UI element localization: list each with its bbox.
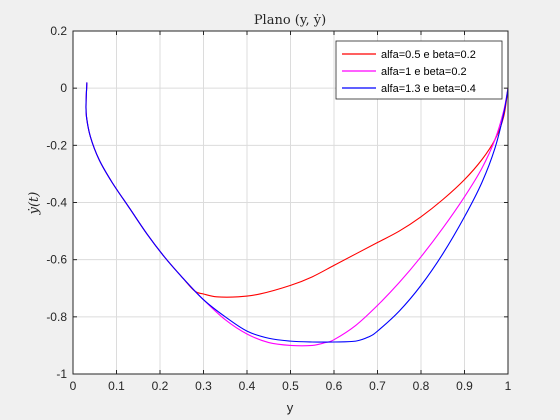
- legend: alfa=0.5 e beta=0.2 alfa=1 e beta=0.2 alfa…: [335, 40, 503, 100]
- y-tick-label: 0.2: [50, 24, 67, 38]
- chart-title: Plano (y, ẏ): [254, 13, 326, 28]
- ticks: [72, 30, 509, 375]
- y-tick-label: -0.6: [46, 253, 67, 267]
- series-layer: [85, 82, 509, 347]
- y-tick-label: 0: [60, 81, 67, 95]
- y-tick-label: -1: [56, 367, 67, 381]
- x-axis-label: y: [287, 400, 294, 415]
- x-tick-label: 0.8: [413, 379, 430, 393]
- y-tick-label: -0.4: [46, 196, 67, 210]
- x-tick-label: 0.9: [456, 379, 473, 393]
- x-tick-label: 0.6: [326, 379, 343, 393]
- y-tick-label: -0.2: [46, 138, 67, 152]
- x-tick-label: 0.2: [152, 379, 169, 393]
- x-tick-label: 0.4: [239, 379, 256, 393]
- x-tick-label: 0: [70, 379, 77, 393]
- legend-label-3: alfa=1.3 e beta=0.4: [381, 83, 476, 95]
- x-tick-label: 0.5: [282, 379, 299, 393]
- x-tick-label: 0.7: [369, 379, 386, 393]
- y-axis-label: ẏ(t): [27, 192, 42, 216]
- legend-label-2: alfa=1 e beta=0.2: [381, 66, 467, 78]
- legend-label-1: alfa=0.5 e beta=0.2: [381, 49, 476, 61]
- legend-box: [335, 40, 503, 100]
- x-tick-label: 1: [505, 379, 512, 393]
- tick-labels: 0 0.1 0.2 0.3 0.4 0.5 0.6 0.7 0.8 0.9 1 0.2 0 -0.2 -0.…: [46, 24, 511, 393]
- series-line-3: [85, 82, 509, 343]
- x-tick-label: 0.3: [195, 379, 212, 393]
- x-tick-label: 0.1: [108, 379, 125, 393]
- y-tick-label: -0.8: [46, 310, 67, 324]
